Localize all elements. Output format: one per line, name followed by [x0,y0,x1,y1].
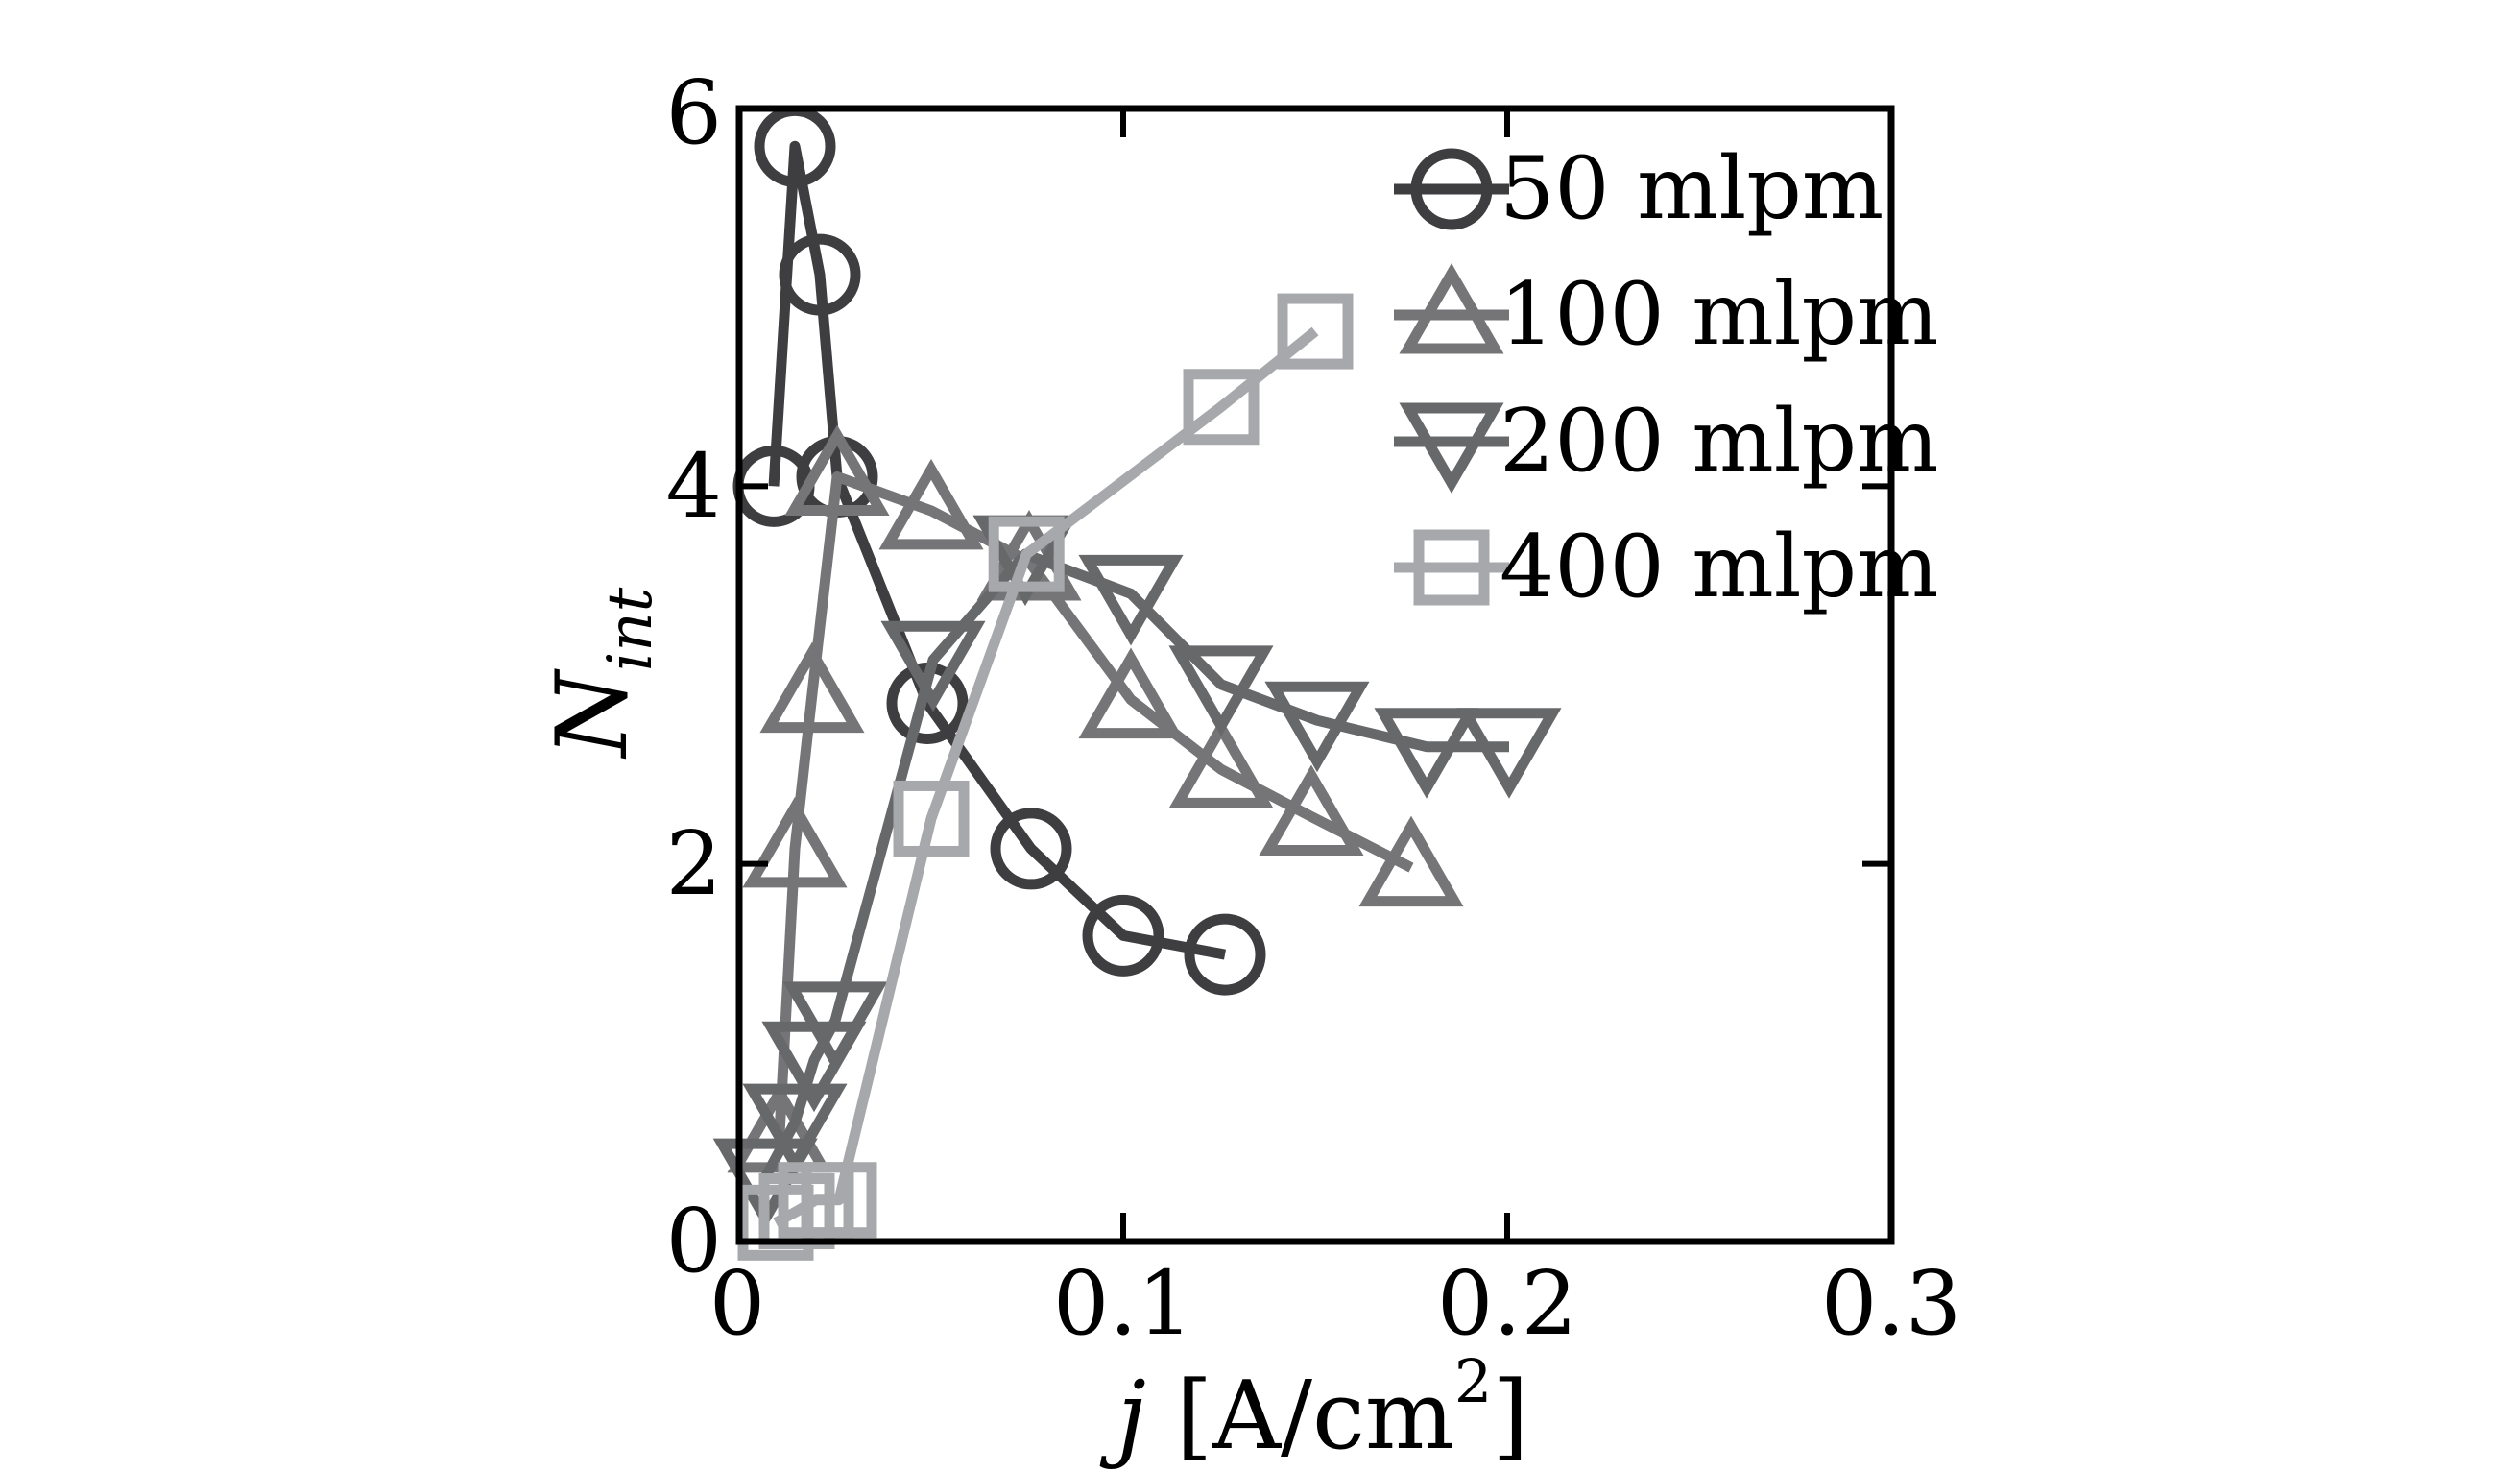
series-point-50-mlpm-circle-marker [1082,894,1164,977]
series-point-400-mlpm-square-marker [893,780,970,857]
series-point-200-mlpm-triangle-down-marker [1078,554,1184,646]
series-point-200-mlpm-triangle-down-marker [1264,681,1370,773]
series-point-400-mlpm-square-marker [801,1162,877,1239]
y-axis-subscript: int [595,587,666,672]
series-point-50-mlpm-circle-marker [779,233,861,316]
series-point-100-mlpm-triangle-up-marker [1168,717,1274,808]
series-point-100-mlpm-triangle-up-marker [1078,647,1184,739]
legend-100-mlpm-triangle-up-marker [1399,262,1504,354]
legend-label-200mlpm: 200 mlpm [1500,391,1939,492]
legend-400-mlpm-square-marker [1413,529,1490,606]
x-tick-label-0p1: 0.1 [1052,1252,1194,1355]
x-axis-variable: j [1116,1362,1146,1471]
legend-label-100mlpm: 100 mlpm [1500,264,1939,365]
x-axis-unit-open: [A/cm [1145,1362,1454,1471]
y-axis-variable: N [536,671,650,758]
x-axis-label: j [A/cm2] [1116,1352,1528,1464]
legend-label-50mlpm: 50 mlpm [1500,138,1884,239]
series-point-200-mlpm-triangle-down-marker [1374,708,1479,799]
series-point-200-mlpm-triangle-down-marker [880,620,986,712]
series-point-100-mlpm-triangle-up-marker [1259,764,1364,856]
series-line-50-mlpm [768,140,1227,960]
series-point-100-mlpm-triangle-up-marker [1358,815,1464,907]
x-axis-unit-exponent: 2 [1453,1346,1493,1416]
x-axis-unit-close: ] [1492,1362,1529,1471]
y-axis-label: Nint [536,588,666,758]
series-point-400-mlpm-square-marker [988,516,1065,592]
legend-50-mlpm-circle-marker [1410,148,1493,230]
y-tick-label-0: 0 [665,1190,722,1292]
plot-frame [735,105,1895,1245]
y-tick-label-6: 6 [665,61,722,164]
legend-200-mlpm-triangle-down-marker [1399,402,1504,495]
series-point-200-mlpm-triangle-down-marker [1168,645,1274,736]
series-point-50-mlpm-circle-marker [990,808,1072,890]
series-point-100-mlpm-triangle-up-marker [742,796,848,888]
series-line-100-mlpm [774,471,1414,1135]
series-point-100-mlpm-triangle-up-marker [878,458,984,550]
y-tick-label-2: 2 [665,812,722,915]
series-point-200-mlpm-triangle-down-marker [1456,708,1562,799]
series-point-50-mlpm-circle-marker [1184,913,1266,996]
series-point-100-mlpm-triangle-up-marker [784,424,890,516]
x-tick-label-0: 0 [708,1252,766,1355]
series-point-400-mlpm-square-marker [1277,293,1354,370]
series-point-200-mlpm-triangle-down-marker [742,1083,848,1175]
legend-label-400mlpm: 400 mlpm [1500,517,1939,617]
series-point-100-mlpm-triangle-up-marker [759,641,865,734]
x-tick-label-0p2: 0.2 [1436,1252,1578,1355]
series-point-200-mlpm-triangle-down-marker [782,981,888,1073]
x-tick-label-0p3: 0.3 [1820,1252,1962,1355]
series-point-400-mlpm-square-marker [1183,369,1260,446]
y-tick-label-4: 4 [665,435,722,538]
